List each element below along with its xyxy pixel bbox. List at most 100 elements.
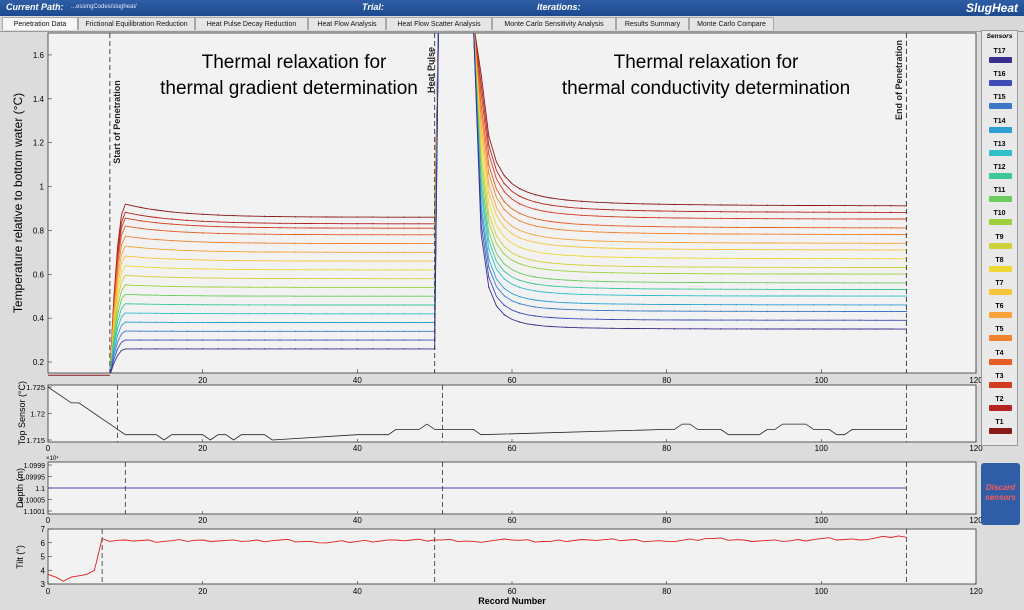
legend-item-t2[interactable]: T2 bbox=[982, 396, 1017, 416]
sensor-point bbox=[310, 251, 312, 253]
sensor-point bbox=[310, 269, 312, 271]
sensor-point bbox=[372, 330, 374, 333]
discard-line-1: Discard bbox=[985, 483, 1016, 492]
sensor-point bbox=[580, 271, 583, 273]
sensor-point bbox=[565, 229, 567, 231]
tab-monte-carlo-sensitivity[interactable]: Monte Carlo Sensitivity Analysis bbox=[492, 17, 616, 30]
sensor-point bbox=[859, 227, 861, 229]
legend-item-t10[interactable]: T10 bbox=[982, 210, 1017, 230]
sensor-point bbox=[890, 266, 892, 269]
tab-heat-flow-scatter[interactable]: Heat Flow Scatter Analysis bbox=[386, 17, 492, 30]
sensor-point bbox=[611, 272, 614, 274]
sensor-point bbox=[642, 265, 645, 268]
sensor-point bbox=[766, 242, 768, 244]
sensor-point bbox=[751, 295, 753, 297]
sensor-point bbox=[356, 286, 359, 289]
legend-item-t14[interactable]: T14 bbox=[982, 118, 1017, 138]
sensor-point bbox=[596, 309, 598, 312]
sensor-point bbox=[294, 330, 297, 333]
sensor-point bbox=[580, 309, 583, 311]
tab-penetration-data[interactable]: Penetration Data bbox=[2, 17, 78, 30]
sensor-point bbox=[201, 241, 204, 243]
tab-monte-carlo-compare[interactable]: Monte Carlo Compare bbox=[689, 17, 774, 30]
tab-results-summary[interactable]: Results Summary bbox=[616, 17, 689, 30]
sensor-point bbox=[843, 328, 846, 330]
sensor-point bbox=[565, 254, 567, 256]
legend-item-t13[interactable]: T13 bbox=[982, 141, 1017, 161]
legend-item-t6[interactable]: T6 bbox=[982, 303, 1017, 323]
main-ytick-label: 0.8 bbox=[33, 226, 45, 235]
sensor-point bbox=[488, 221, 490, 223]
sensor-point bbox=[890, 282, 892, 284]
sensor-point bbox=[658, 281, 660, 283]
legend-item-t12[interactable]: T12 bbox=[982, 164, 1017, 184]
sensor-point bbox=[310, 216, 312, 218]
sensor-point bbox=[766, 226, 768, 229]
legend-item-label: T3 bbox=[995, 372, 1004, 380]
sensor-point bbox=[263, 348, 266, 350]
sensor-point bbox=[890, 304, 892, 306]
legend-item-t4[interactable]: T4 bbox=[982, 350, 1017, 370]
legend-item-t5[interactable]: T5 bbox=[982, 326, 1017, 346]
depth-ytick-label: 1.10005 bbox=[20, 498, 45, 505]
tab-frictional-equilibration[interactable]: Frictional Equilibration Reduction bbox=[78, 17, 195, 30]
sensor-point bbox=[720, 217, 722, 220]
sensor-point bbox=[689, 272, 691, 275]
sensor-point bbox=[534, 241, 536, 244]
sensor-point bbox=[673, 328, 676, 330]
legend-item-t15[interactable]: T15 bbox=[982, 94, 1017, 114]
sensor-point bbox=[812, 295, 815, 297]
main-ytick-label: 0.2 bbox=[33, 358, 45, 367]
legend-item-t8[interactable]: T8 bbox=[982, 257, 1017, 277]
sensor-point bbox=[201, 312, 204, 315]
sensor-point bbox=[627, 310, 629, 312]
sensor-point bbox=[658, 266, 660, 268]
legend-item-t1[interactable]: T1 bbox=[982, 419, 1017, 439]
legend-item-t9[interactable]: T9 bbox=[982, 234, 1017, 254]
sensor-point bbox=[751, 226, 753, 229]
sensor-point bbox=[859, 204, 861, 207]
tab-heat-pulse-decay[interactable]: Heat Pulse Decay Reduction bbox=[195, 17, 308, 30]
sensor-point bbox=[797, 226, 799, 229]
sensor-point bbox=[325, 321, 328, 324]
sensor-point bbox=[534, 290, 536, 292]
legend-item-t7[interactable]: T7 bbox=[982, 280, 1017, 300]
sensor-point bbox=[720, 257, 722, 260]
sensor-point bbox=[673, 294, 676, 297]
sensor-point bbox=[387, 277, 389, 280]
tab-heat-flow-analysis[interactable]: Heat Flow Analysis bbox=[308, 17, 386, 30]
sensor-point bbox=[503, 278, 505, 280]
legend-swatch bbox=[989, 242, 1012, 249]
sensor-point bbox=[418, 339, 420, 341]
sensor-point bbox=[673, 281, 676, 284]
top-xtick-label: 100 bbox=[815, 444, 829, 453]
sensor-point bbox=[658, 272, 660, 275]
legend-item-t17[interactable]: T17 bbox=[982, 48, 1017, 68]
sensor-point bbox=[488, 212, 490, 215]
sensor-point bbox=[549, 307, 552, 310]
sensor-point bbox=[279, 339, 281, 341]
sensor-point bbox=[751, 319, 753, 321]
sensor-point bbox=[403, 348, 405, 350]
sensor-trace-t15 bbox=[109, 33, 907, 373]
sensor-point bbox=[503, 295, 505, 297]
sensor-point bbox=[403, 321, 405, 324]
sensor-point bbox=[372, 227, 374, 229]
legend-item-t16[interactable]: T16 bbox=[982, 71, 1017, 91]
discard-sensors-button[interactable]: Discard sensors bbox=[981, 463, 1020, 525]
sensor-point bbox=[735, 204, 737, 206]
sensor-point bbox=[766, 233, 768, 235]
sensor-point bbox=[279, 222, 281, 224]
legend-swatch bbox=[989, 405, 1012, 411]
legend-item-t11[interactable]: T11 bbox=[982, 187, 1017, 207]
sensor-point bbox=[186, 285, 188, 288]
sensor-point bbox=[294, 348, 297, 350]
legend-item-t3[interactable]: T3 bbox=[982, 373, 1017, 393]
sensor-point bbox=[658, 210, 660, 212]
sensor-point bbox=[874, 233, 877, 236]
sensor-point bbox=[387, 251, 389, 254]
legend-title: Sensors bbox=[986, 33, 1013, 40]
sensor-point bbox=[325, 295, 328, 297]
sensor-point bbox=[155, 229, 157, 231]
